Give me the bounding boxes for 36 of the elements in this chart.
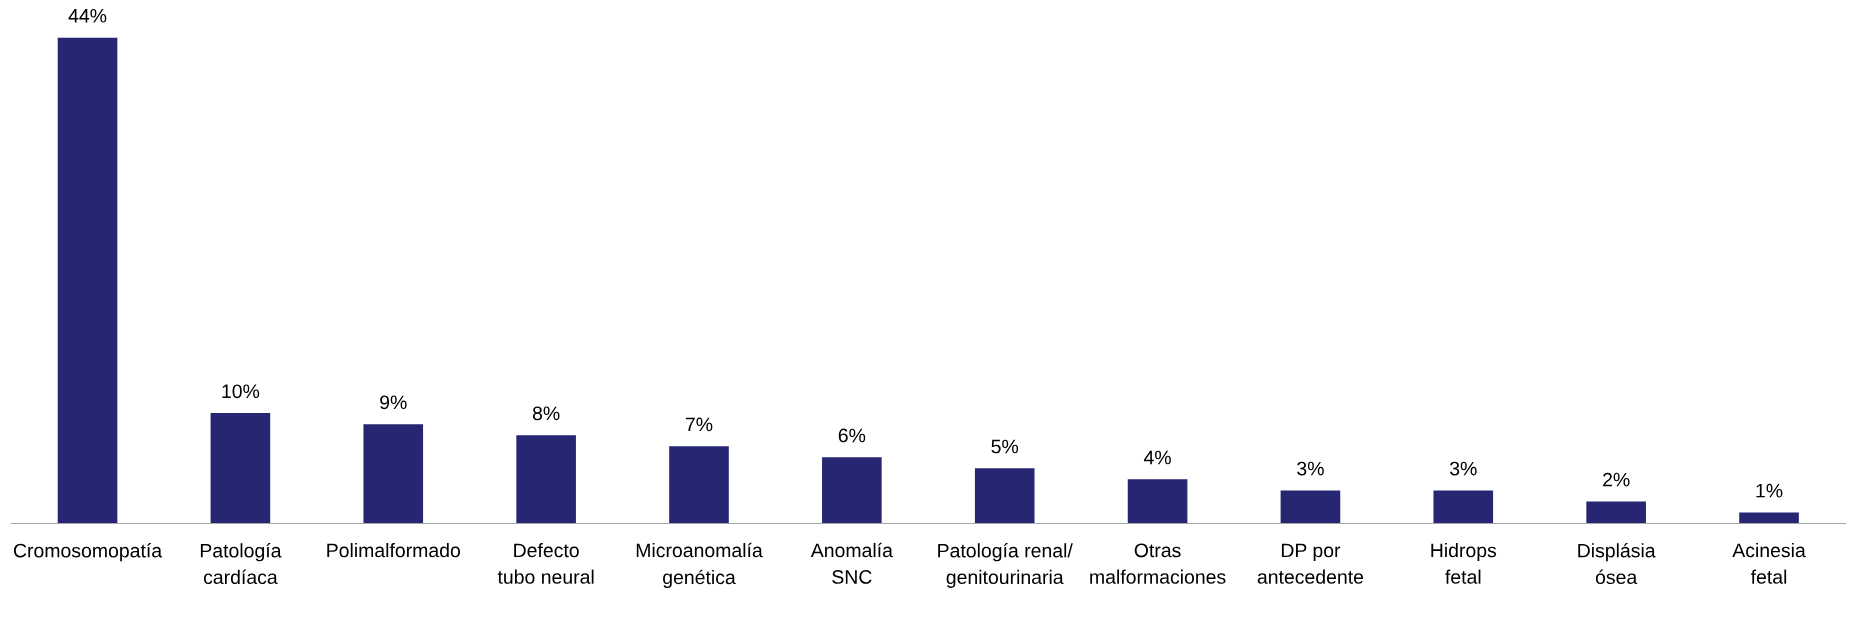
- data-label: 10%: [222, 384, 260, 399]
- data-label: 8%: [532, 406, 560, 421]
- bar: [1586, 501, 1646, 524]
- bar: [363, 424, 424, 524]
- data-label: 2%: [1603, 472, 1630, 487]
- x-tick-label: DP por antecedente: [1257, 543, 1364, 584]
- data-label: 3%: [1297, 461, 1324, 476]
- x-tick-label: Hidrops fetal: [1431, 542, 1497, 584]
- x-tick-label: Otras malformaciones: [1090, 543, 1226, 584]
- x-tick-label: Defecto tubo neural: [497, 543, 594, 584]
- bar: [1127, 479, 1188, 524]
- x-tick-label: Cromosomopatía: [13, 542, 163, 562]
- data-label: 5%: [991, 439, 1019, 454]
- data-label: 3%: [1449, 461, 1477, 476]
- bar: [516, 435, 576, 524]
- data-label: 4%: [1143, 450, 1171, 465]
- x-tick-label: Displásia ósea: [1578, 542, 1656, 585]
- data-label: 7%: [685, 417, 713, 432]
- data-label: 44%: [68, 8, 107, 23]
- x-tick-label: Acinesia fetal: [1732, 542, 1806, 584]
- x-tick-label: Microanomalía genética: [636, 542, 763, 589]
- bar: [1739, 512, 1799, 524]
- bar: [210, 413, 271, 524]
- x-tick-label: Anomalía SNC: [810, 542, 893, 584]
- data-label: 9%: [380, 395, 407, 410]
- bar: [822, 457, 882, 524]
- x-tick-label: Polimalformado: [327, 542, 460, 558]
- x-tick-label: Patología renal/ genitourinaria: [938, 542, 1073, 588]
- data-label: 6%: [838, 428, 866, 443]
- x-tick-label: Patología cardíaca: [200, 542, 282, 585]
- bar: [1433, 490, 1494, 524]
- bar: [669, 446, 729, 524]
- data-label: 1%: [1756, 483, 1783, 498]
- bar: [57, 37, 118, 524]
- bar: [974, 468, 1035, 524]
- bar: [1280, 490, 1341, 524]
